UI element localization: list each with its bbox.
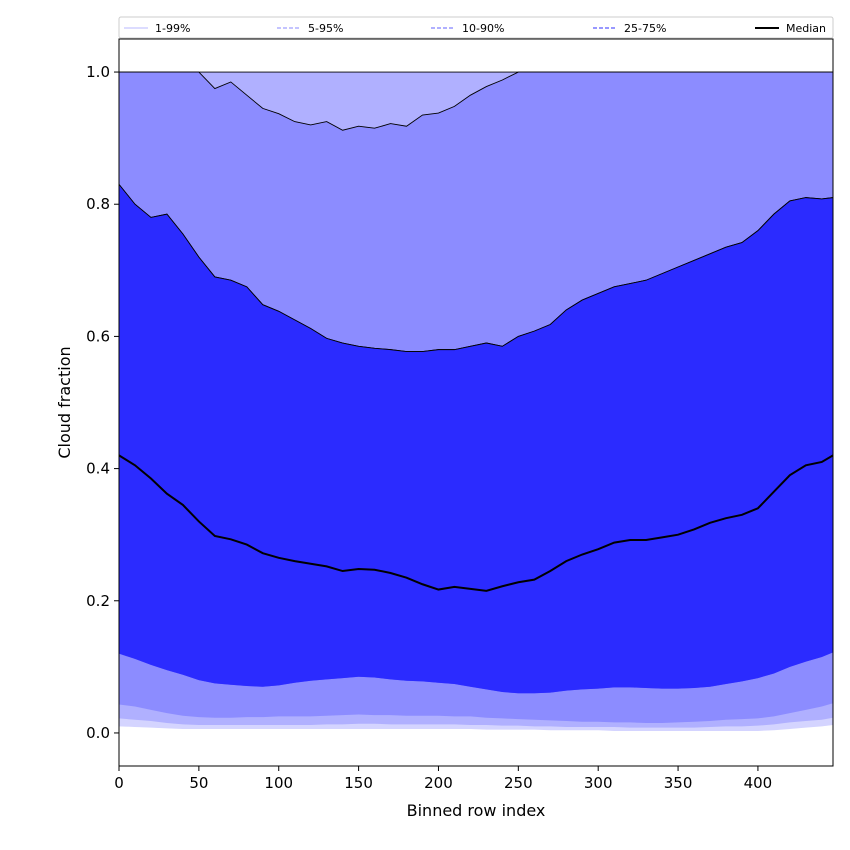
legend-label: 25-75% <box>624 22 666 35</box>
legend-label: Median <box>786 22 826 35</box>
y-axis: 0.0 0.2 0.4 0.6 0.8 1.0 <box>86 63 119 742</box>
bands-layer <box>118 71 834 731</box>
x-tick-label: 0 <box>114 774 124 792</box>
plot-frame <box>118 38 834 767</box>
legend-label: 1-99% <box>155 22 190 35</box>
y-axis-label: Cloud fraction <box>55 346 74 458</box>
x-tick-label: 250 <box>504 774 533 792</box>
y-tick-label: 0.4 <box>86 460 110 478</box>
x-tick-label: 150 <box>344 774 373 792</box>
legend-box <box>118 16 834 39</box>
legend-label: 10-90% <box>462 22 504 35</box>
band-core-fill <box>119 184 833 694</box>
y-tick-label: 0.8 <box>86 195 110 213</box>
x-tick-label: 200 <box>424 774 453 792</box>
x-tick-label: 350 <box>664 774 693 792</box>
x-tick-label: 400 <box>744 774 773 792</box>
x-tick-label: 100 <box>264 774 293 792</box>
band-core-upper-edge <box>118 184 834 353</box>
y-tick-label: 1.0 <box>86 63 110 81</box>
series-layer <box>118 454 834 592</box>
series-line-median <box>118 454 834 592</box>
y-tick-label: 0.6 <box>86 327 110 345</box>
y-tick-label: 0.2 <box>86 592 110 610</box>
legend-label: 5-95% <box>308 22 343 35</box>
legend: 1-99% 5-95% 10-90% 25-75% Median <box>118 16 834 39</box>
x-axis-label: Binned row index <box>407 801 546 820</box>
x-axis: 0 50 100 150 200 250 300 350 400 <box>114 766 772 792</box>
x-tick-label: 50 <box>189 774 208 792</box>
x-tick-label: 300 <box>584 774 613 792</box>
y-tick-label: 0.0 <box>86 724 110 742</box>
